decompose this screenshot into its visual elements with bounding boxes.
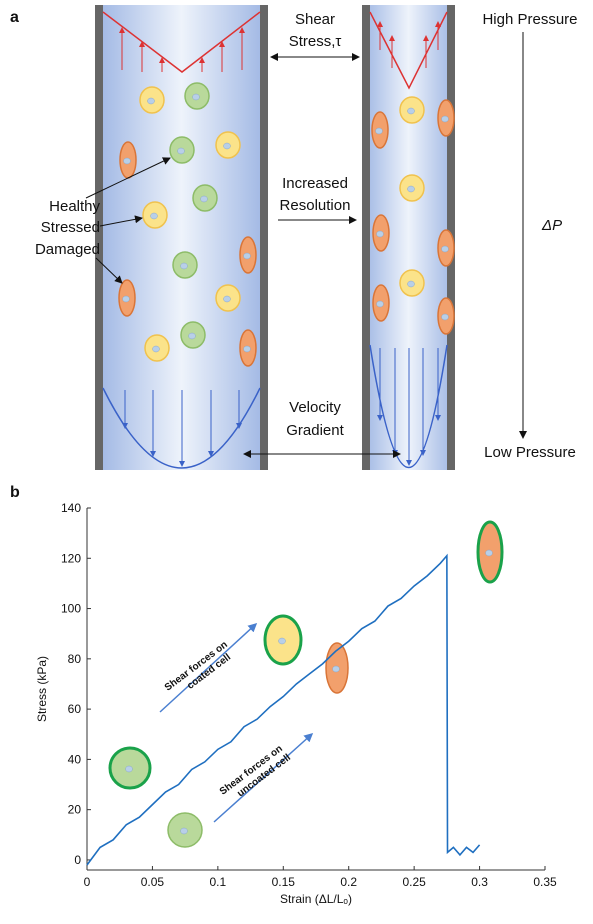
cell (169, 136, 195, 164)
nucleus (200, 195, 208, 203)
cell (372, 284, 390, 322)
x-tick-label: 0.3 (471, 875, 488, 889)
delta-p: ΔP (541, 217, 562, 234)
nucleus (407, 280, 415, 288)
x-tick-label: 0.15 (272, 875, 296, 889)
nucleus (278, 637, 286, 645)
nucleus (223, 142, 231, 150)
cell (142, 201, 168, 229)
cell (184, 82, 210, 110)
cell (239, 236, 257, 274)
resolution-label: Increased (282, 175, 348, 192)
cell-label: Stressed (41, 219, 100, 236)
cell (437, 229, 455, 267)
nucleus (188, 332, 196, 340)
nucleus (407, 185, 415, 193)
nucleus (441, 245, 449, 253)
cell (172, 251, 198, 279)
cell (437, 99, 455, 137)
cell (180, 321, 206, 349)
cell (263, 614, 303, 666)
nucleus (375, 127, 383, 135)
nucleus (376, 230, 384, 238)
nucleus (125, 765, 133, 773)
cell (139, 86, 165, 114)
nucleus (150, 212, 158, 220)
cell-arrows (85, 157, 171, 284)
nucleus (122, 295, 130, 303)
y-tick-label: 60 (68, 702, 82, 716)
cell (119, 141, 137, 179)
x-axis-label: Strain (ΔL/Lₒ) (280, 892, 352, 906)
nucleus (192, 93, 200, 101)
cell (399, 174, 425, 202)
nucleus (376, 300, 384, 308)
nucleus (485, 549, 493, 557)
nucleus (152, 345, 160, 353)
y-tick-label: 40 (68, 752, 82, 766)
x-tick-label: 0.1 (210, 875, 227, 889)
cell (239, 329, 257, 367)
y-axis-label: Stress (kPa) (35, 656, 49, 722)
nucleus (332, 665, 340, 673)
panel-label: a (10, 9, 19, 26)
panel-label: b (10, 484, 20, 501)
cell (118, 279, 136, 317)
x-tick-label: 0.05 (141, 875, 165, 889)
y-tick-label: 80 (68, 652, 82, 666)
cells (108, 82, 504, 848)
y-tick-label: 0 (74, 853, 81, 867)
nucleus (243, 252, 251, 260)
y-tick-label: 120 (61, 551, 81, 565)
cell (167, 812, 203, 848)
cell (192, 184, 218, 212)
cell (399, 96, 425, 124)
high-pressure: High Pressure (482, 11, 577, 28)
nucleus (147, 97, 155, 105)
x-tick-label: 0 (84, 875, 91, 889)
nucleus (177, 147, 185, 155)
shear-label: Stress,τ (289, 33, 342, 50)
tube-left (95, 5, 268, 470)
nucleus (441, 115, 449, 123)
resolution-label: Resolution (280, 197, 351, 214)
shear-label: Shear (295, 11, 335, 28)
cell (215, 131, 241, 159)
cell (108, 746, 152, 790)
cell-label: Damaged (35, 241, 100, 258)
cell (372, 214, 390, 252)
y-tick-label: 100 (61, 602, 81, 616)
annotation-arrow (159, 622, 258, 713)
x-tick-label: 0.35 (533, 875, 557, 889)
cell (215, 284, 241, 312)
y-tick-label: 20 (68, 803, 82, 817)
low-pressure: Low Pressure (484, 444, 576, 461)
cell (437, 297, 455, 335)
nucleus (407, 107, 415, 115)
nucleus (223, 295, 231, 303)
nucleus (123, 157, 131, 165)
cell (476, 520, 504, 584)
velocity-label: Velocity (289, 399, 341, 416)
y-tick-label: 140 (61, 501, 81, 515)
nucleus (441, 313, 449, 321)
series-line (86, 553, 481, 866)
cell (144, 334, 170, 362)
nucleus (243, 345, 251, 353)
nucleus (180, 827, 188, 835)
cell-label: Healthy (49, 198, 100, 215)
cell (399, 269, 425, 297)
x-tick-label: 0.2 (340, 875, 357, 889)
velocity-label: Gradient (286, 422, 344, 439)
x-tick-label: 0.25 (402, 875, 426, 889)
annotation-arrow (213, 732, 314, 823)
nucleus (180, 262, 188, 270)
cell (371, 111, 389, 149)
